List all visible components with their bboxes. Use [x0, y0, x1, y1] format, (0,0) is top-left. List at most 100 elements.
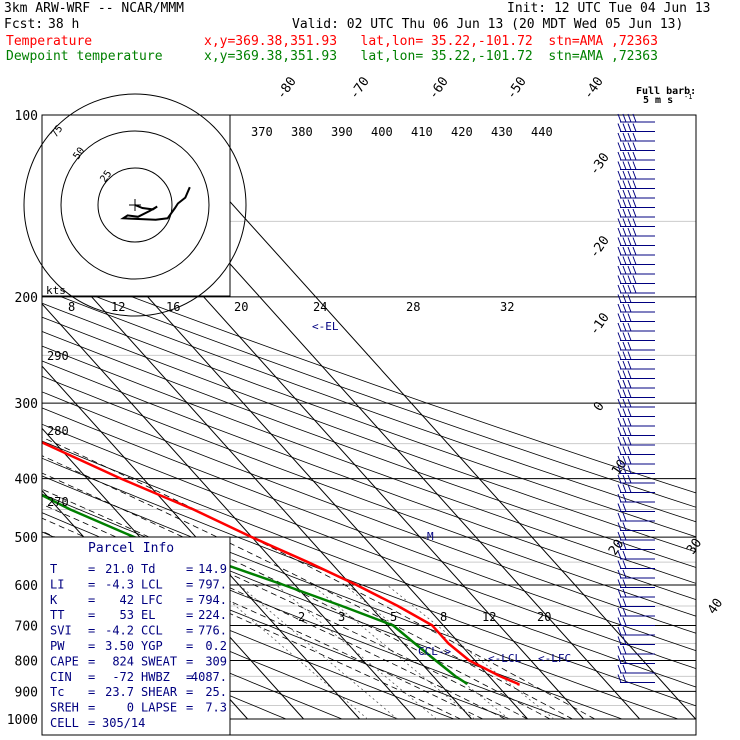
wind-barb-flag [627, 218, 632, 227]
parcel-equals: = [88, 654, 95, 668]
wind-barb-flag [617, 123, 622, 132]
wind-barb-flag [627, 370, 632, 379]
moist-adiabat [42, 488, 528, 720]
parcel-equals: = [186, 701, 193, 715]
wind-barb-flag [617, 341, 622, 351]
wind-barb-flag [622, 389, 627, 398]
wind-barb-flag [627, 208, 632, 218]
parcel-param-key: YGP [141, 639, 163, 653]
dry-adiabat [42, 345, 696, 584]
wind-legend-value: 5 m s [643, 95, 673, 106]
wind-barb-flag [617, 265, 622, 275]
mixing-ratio-label: 2 [298, 610, 305, 624]
wind-barb-flag [627, 398, 632, 408]
parcel-param-key: LI [50, 577, 64, 591]
wind-barb-flag [627, 180, 632, 189]
wind-barb-flag [617, 446, 622, 455]
wind-barb-flag [617, 237, 622, 246]
wind-barb-flag [617, 560, 622, 569]
parcel-param-value: 23.7 [105, 685, 134, 699]
model-title: 3km ARW-WRF -- NCAR/MMM [4, 1, 185, 16]
parcel-param-value: 53 [120, 608, 134, 622]
dry-adiabat [42, 262, 696, 494]
wind-barb-flag [617, 398, 622, 408]
wind-barb-flag [617, 408, 622, 417]
wind-barb-flag [617, 189, 622, 199]
dry-adiabat [42, 375, 696, 617]
sounding-annotation: CCL-> [418, 645, 451, 658]
theta-label: 370 [251, 125, 273, 139]
parcel-equals: = [186, 562, 193, 576]
isotherm-label: 20 [606, 537, 627, 558]
wind-barb-flag [627, 351, 632, 360]
isotherm-label: -50 [504, 74, 530, 102]
wind-barb-flag [622, 180, 627, 189]
dry-adiabat [42, 475, 679, 720]
wind-barbs [617, 113, 655, 683]
parcel-param-value: 4087. [191, 670, 227, 684]
forecast-hour: 38 h [48, 17, 80, 32]
wind-barb-flag [632, 208, 637, 218]
isotherm-label: -10 [587, 310, 613, 338]
wind-barb-flag [627, 379, 632, 389]
wind-barb-flag [622, 275, 627, 284]
wind-barb-flag [622, 541, 627, 550]
wind-barb-flag [617, 246, 622, 256]
wind-barb-flag [627, 284, 632, 294]
wind-barb-flag [622, 370, 627, 379]
wind-barb-flag [622, 132, 627, 142]
parcel-param-key: HWBZ [141, 670, 170, 684]
parcel-equals: = [186, 608, 193, 622]
wind-barb-flag [622, 664, 627, 674]
pressure-label: 900 [15, 685, 38, 700]
wind-barb-flag [617, 417, 622, 427]
wind-barb-flag [632, 284, 637, 294]
parcel-param-key: T [50, 562, 57, 576]
theta-label: 410 [411, 125, 433, 139]
wind-barb-flag [622, 123, 627, 132]
wind-barb-flag [622, 151, 627, 161]
wind-barb-flag [617, 607, 622, 617]
wind-barb-flag [617, 142, 622, 151]
pressure-label: 600 [15, 579, 38, 594]
wind-barb-flag [617, 655, 622, 664]
pressure-label: 400 [15, 473, 38, 488]
dry-adiabat [42, 571, 399, 720]
parcel-param-value: 7.3 [205, 701, 227, 715]
dry-adiabat [42, 302, 696, 538]
parcel-param-value: 794. [198, 593, 227, 607]
pressure-label: 1000 [7, 713, 38, 728]
dry-adiabat [42, 440, 696, 688]
parcel-param-key: LCL [141, 577, 163, 591]
wind-barb-flag [622, 227, 627, 237]
wind-barb-flag [627, 436, 632, 446]
temperature-legend: Temperature [6, 34, 93, 49]
mixing-ratio-label: 8 [440, 610, 447, 624]
hodograph-ring [60, 130, 210, 280]
parcel-param-key: TT [50, 608, 64, 622]
wind-barb-flag [617, 313, 622, 322]
theta-left-label: 290 [47, 349, 69, 363]
mixing-ratio-label: 3 [338, 610, 345, 624]
wind-barb-flag [622, 550, 627, 560]
wind-barb-flag [627, 322, 632, 332]
moist-adiabat-label: 32 [500, 300, 514, 314]
wind-barb-flag [622, 560, 627, 569]
wind-barb-flag [632, 170, 637, 180]
isotherm-label: -20 [587, 233, 613, 261]
parcel-equals: = [186, 670, 193, 684]
dry-adiabat [42, 316, 696, 553]
moist-adiabat-label: 12 [111, 300, 125, 314]
wind-barb-flag [622, 398, 627, 408]
wind-barb-flag [617, 256, 622, 265]
wind-barb-flag [627, 265, 632, 275]
dewpoint-location: x,y=369.38,351.93 lat,lon= 35.22,-101.72… [204, 49, 658, 64]
wind-barb-flag [617, 512, 622, 522]
sounding-annotation: <-EL [312, 320, 339, 333]
mixing-ratio-line [210, 584, 368, 720]
wind-barb-flag [627, 332, 632, 341]
wind-barb-flag [622, 655, 627, 664]
valid-time: Valid: 02 UTC Thu 06 Jun 13 (20 MDT Wed … [292, 17, 684, 32]
wind-legend-exponent: -1 [684, 93, 692, 101]
parcel-equals: = [186, 685, 193, 699]
